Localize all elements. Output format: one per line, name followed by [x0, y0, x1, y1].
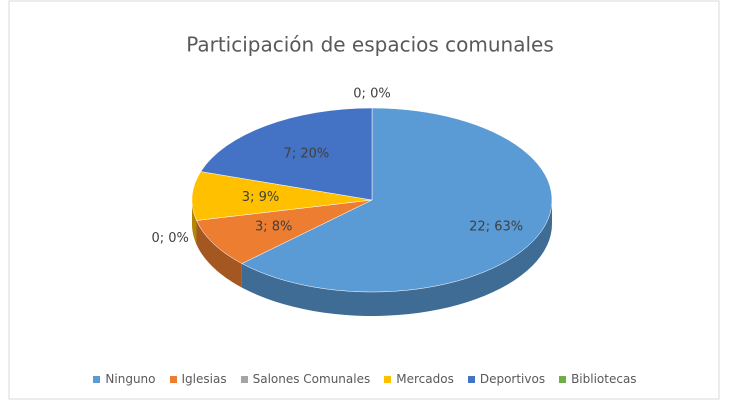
- legend-swatch: [240, 375, 248, 383]
- legend-item: Salones Comunales: [240, 372, 371, 386]
- chart-frame: [8, 0, 720, 400]
- slice-side: [241, 200, 553, 316]
- slice: [196, 199, 373, 264]
- legend: Ninguno Iglesias Salones Comunales Mercados…: [0, 372, 730, 386]
- legend-swatch: [467, 375, 475, 383]
- data-label: 3; 8%: [255, 220, 292, 235]
- chart-title: Participación de espacios comunales: [186, 33, 554, 57]
- data-label: 0; 0%: [353, 87, 390, 102]
- legend-item: Ninguno: [93, 372, 156, 386]
- slice: [200, 107, 373, 201]
- data-label: 3; 9%: [242, 190, 279, 205]
- legend-item: Mercados: [384, 372, 454, 386]
- legend-label: Bibliotecas: [571, 372, 637, 386]
- data-label: 7; 20%: [284, 146, 330, 161]
- data-label: 22; 63%: [469, 220, 523, 235]
- legend-item: Bibliotecas: [559, 372, 637, 386]
- legend-swatch: [384, 375, 392, 383]
- slice-side: [196, 220, 242, 288]
- legend-item: Deportivos: [467, 372, 546, 386]
- slice: [241, 107, 553, 293]
- legend-label: Deportivos: [479, 372, 546, 386]
- legend-swatch: [169, 375, 177, 383]
- legend-label: Iglesias: [181, 372, 227, 386]
- legend-label: Salones Comunales: [252, 372, 371, 386]
- legend-swatch: [93, 375, 101, 383]
- legend-swatch: [559, 375, 567, 383]
- legend-label: Mercados: [396, 372, 454, 386]
- slice: [191, 171, 373, 221]
- data-label: 0; 0%: [151, 231, 188, 246]
- legend-label: Ninguno: [105, 372, 156, 386]
- legend-item: Iglesias: [169, 372, 227, 386]
